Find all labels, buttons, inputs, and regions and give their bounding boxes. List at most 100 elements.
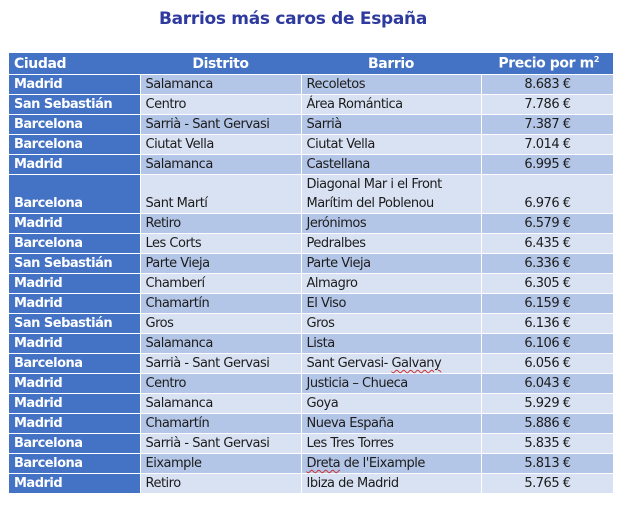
table-row: San Sebastián Parte Vieja Parte Vieja 6.…	[9, 253, 614, 274]
table-row: Barcelona Ciutat Vella Ciutat Vella 7.01…	[9, 134, 614, 155]
header-precio: Precio por m2	[481, 53, 613, 75]
cell-distrito: Retiro	[140, 473, 302, 494]
page-title: Barrios más caros de España	[158, 9, 428, 29]
cell-barrio: Área Romántica	[301, 94, 482, 115]
cell-distrito: Chamberí	[140, 273, 302, 294]
table-row: Madrid Chamartín Nueva España 5.886 €	[9, 413, 614, 434]
cell-barrio: Nueva España	[301, 413, 482, 434]
cell-ciudad: Madrid	[9, 393, 141, 414]
cell-precio: 5.813 €	[481, 453, 614, 474]
header-barrio: Barrio	[301, 53, 481, 75]
table-row: Barcelona Sant Martí Diagonal Mar i el F…	[9, 174, 614, 214]
cell-precio: 6.336 €	[481, 253, 614, 274]
cell-precio: 6.579 €	[481, 213, 614, 234]
cell-precio: 6.043 €	[481, 373, 614, 394]
spellcheck-underline: Dreta	[306, 456, 341, 471]
cell-precio: 6.056 €	[481, 353, 614, 374]
header-ciudad: Ciudad	[9, 53, 140, 75]
cell-distrito: Sarrià - Sant Gervasi	[140, 353, 302, 374]
cell-distrito: Salamanca	[140, 333, 302, 354]
cell-precio: 5.929 €	[481, 393, 614, 414]
table-row: Madrid Chamartín El Viso 6.159 €	[9, 293, 614, 314]
cell-distrito: Salamanca	[140, 74, 302, 95]
cell-ciudad: Barcelona	[9, 134, 141, 155]
cell-ciudad: San Sebastián	[9, 94, 141, 115]
header-row: Ciudad Distrito Barrio Precio por m2	[9, 53, 613, 75]
cell-distrito: Gros	[140, 313, 302, 334]
cell-ciudad: Madrid	[9, 333, 141, 354]
table-row: Madrid Salamanca Recoletos 8.683 €	[9, 74, 614, 95]
cell-barrio: Gros	[301, 313, 482, 334]
cell-precio: 6.435 €	[481, 233, 614, 254]
cell-barrio: Ciutat Vella	[301, 134, 482, 155]
table-row: Madrid Retiro Ibiza de Madrid 5.765 €	[9, 473, 614, 494]
cell-precio: 6.976 €	[481, 174, 614, 214]
cell-ciudad: Barcelona	[9, 453, 141, 474]
cell-ciudad: Barcelona	[9, 433, 141, 454]
cell-ciudad: Madrid	[9, 293, 141, 314]
table-row: Madrid Chamberí Almagro 6.305 €	[9, 273, 614, 294]
cell-barrio: Dreta de l'Eixample	[301, 453, 482, 474]
cell-precio: 6.305 €	[481, 273, 614, 294]
cell-barrio: Sarrià	[301, 114, 482, 135]
cell-precio: 7.387 €	[481, 114, 614, 135]
cell-ciudad: Barcelona	[9, 233, 141, 254]
cell-precio: 5.835 €	[481, 433, 614, 454]
cell-barrio: Sant Gervasi- Galvany	[301, 353, 482, 374]
cell-ciudad: Madrid	[9, 154, 141, 175]
cell-distrito: Salamanca	[140, 154, 302, 175]
cell-distrito: Salamanca	[140, 393, 302, 414]
cell-precio: 7.014 €	[481, 134, 614, 155]
table-row: San Sebastián Centro Área Romántica 7.78…	[9, 94, 614, 115]
cell-ciudad: San Sebastián	[9, 313, 141, 334]
cell-barrio: Pedralbes	[301, 233, 482, 254]
cell-distrito: Eixample	[140, 453, 302, 474]
cell-distrito: Sarrià - Sant Gervasi	[140, 433, 302, 454]
cell-distrito: Les Corts	[140, 233, 302, 254]
cell-ciudad: Madrid	[9, 213, 141, 234]
neighborhoods-table: Ciudad Distrito Barrio Precio por m2 Mad…	[9, 53, 614, 494]
cell-distrito: Ciutat Vella	[140, 134, 302, 155]
table-row: Madrid Retiro Jerónimos 6.579 €	[9, 213, 614, 234]
cell-precio: 6.159 €	[481, 293, 614, 314]
cell-precio: 6.995 €	[481, 154, 614, 175]
cell-ciudad: Madrid	[9, 413, 141, 434]
cell-distrito: Sant Martí	[140, 174, 302, 214]
cell-barrio: Goya	[301, 393, 482, 414]
cell-precio: 6.106 €	[481, 333, 614, 354]
table-row: Barcelona Sarrià - Sant Gervasi Les Tres…	[9, 433, 614, 454]
cell-ciudad: Barcelona	[9, 114, 141, 135]
cell-distrito: Centro	[140, 373, 302, 394]
cell-ciudad: Barcelona	[9, 174, 141, 214]
cell-barrio: Almagro	[301, 273, 482, 294]
header-distrito: Distrito	[140, 53, 301, 75]
cell-precio: 5.886 €	[481, 413, 614, 434]
cell-distrito: Retiro	[140, 213, 302, 234]
cell-distrito: Parte Vieja	[140, 253, 302, 274]
table-row: Madrid Salamanca Castellana 6.995 €	[9, 154, 614, 175]
cell-barrio: Parte Vieja	[301, 253, 482, 274]
table-row: Barcelona Sarrià - Sant Gervasi Sarrià 7…	[9, 114, 614, 135]
table-row: Madrid Salamanca Lista 6.106 €	[9, 333, 614, 354]
cell-ciudad: Madrid	[9, 273, 141, 294]
cell-precio: 8.683 €	[481, 74, 614, 95]
table-row: Barcelona Eixample Dreta de l'Eixample 5…	[9, 453, 614, 474]
table-row: San Sebastián Gros Gros 6.136 €	[9, 313, 614, 334]
cell-barrio: Justicia – Chueca	[301, 373, 482, 394]
cell-distrito: Sarrià - Sant Gervasi	[140, 114, 302, 135]
cell-precio: 5.765 €	[481, 473, 614, 494]
cell-distrito: Centro	[140, 94, 302, 115]
cell-ciudad: Madrid	[9, 473, 141, 494]
cell-ciudad: Madrid	[9, 373, 141, 394]
cell-barrio: Diagonal Mar i el Front Marítim del Poble…	[301, 174, 482, 214]
cell-ciudad: Barcelona	[9, 353, 141, 374]
cell-barrio: Jerónimos	[301, 213, 482, 234]
cell-barrio: Castellana	[301, 154, 482, 175]
cell-ciudad: San Sebastián	[9, 253, 141, 274]
cell-precio: 6.136 €	[481, 313, 614, 334]
cell-precio: 7.786 €	[481, 94, 614, 115]
cell-barrio: El Viso	[301, 293, 482, 314]
cell-distrito: Chamartín	[140, 413, 302, 434]
table-row: Madrid Salamanca Goya 5.929 €	[9, 393, 614, 414]
spellcheck-underline: Galvany	[391, 356, 442, 371]
